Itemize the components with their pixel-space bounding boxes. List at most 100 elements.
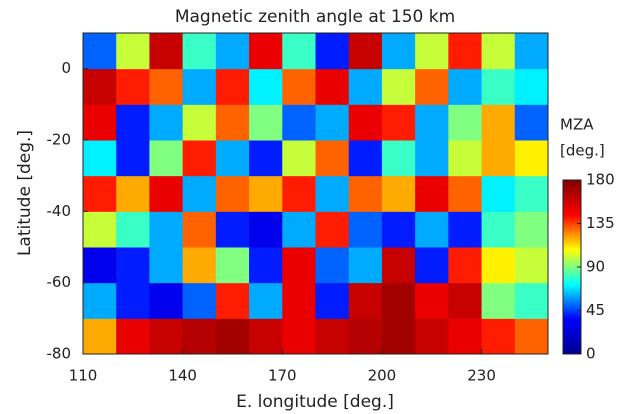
heatmap-cell xyxy=(514,175,549,212)
heatmap-cell xyxy=(315,175,350,212)
heatmap-cell xyxy=(315,282,350,319)
heatmap-cell xyxy=(481,247,516,284)
x-tick-label: 200 xyxy=(368,367,397,385)
heatmap-cell xyxy=(415,282,449,319)
heatmap-cell xyxy=(315,104,350,141)
heatmap-cell xyxy=(448,282,483,319)
heatmap-cell xyxy=(215,140,250,177)
heatmap-cell xyxy=(83,140,117,177)
heatmap-cell xyxy=(182,282,217,319)
colorbar-tick-label: 180 xyxy=(586,171,615,189)
heatmap-cell xyxy=(149,104,184,141)
heatmap-cell xyxy=(249,318,283,355)
heatmap-cell xyxy=(116,175,150,212)
heatmap-cell xyxy=(381,140,416,177)
heatmap-cell xyxy=(415,175,449,212)
heatmap-cell xyxy=(116,33,150,70)
heatmap-cell xyxy=(381,33,416,70)
colorbar-tick-label: 90 xyxy=(586,258,605,276)
heatmap-cell xyxy=(282,175,316,212)
heatmap-cell xyxy=(282,247,316,284)
heatmap-cell xyxy=(249,175,283,212)
heatmap-cell xyxy=(182,247,217,284)
heatmap-cell xyxy=(215,104,250,141)
heatmap-cell xyxy=(481,175,516,212)
heatmap-cell xyxy=(381,211,416,248)
y-tick-label: -40 xyxy=(47,202,72,220)
heatmap-cell xyxy=(182,33,217,70)
colorbar-label: MZA xyxy=(560,116,594,134)
heatmap-cell xyxy=(448,140,483,177)
heatmap-cell xyxy=(83,247,117,284)
heatmap-cell xyxy=(514,140,549,177)
heatmap-cell xyxy=(381,318,416,355)
heatmap-cell xyxy=(348,175,383,212)
heatmap-cell xyxy=(381,104,416,141)
heatmap-cell xyxy=(481,140,516,177)
heatmap-cell xyxy=(381,68,416,105)
heatmap-cell xyxy=(149,282,184,319)
heatmap-cell xyxy=(481,318,516,355)
heatmap-cell xyxy=(249,211,283,248)
heatmap-cell xyxy=(215,247,250,284)
heatmap-cell xyxy=(249,104,283,141)
heatmap-cell xyxy=(448,211,483,248)
heatmap-cell xyxy=(149,33,184,70)
heatmap-cell xyxy=(249,33,283,70)
heatmap-cell xyxy=(481,33,516,70)
heatmap-cell xyxy=(315,318,350,355)
heatmap-cell xyxy=(481,104,516,141)
heatmap-cell xyxy=(116,247,150,284)
heatmap-cell xyxy=(149,175,184,212)
heatmap-cell xyxy=(448,33,483,70)
chart-title: Magnetic zenith angle at 150 km xyxy=(175,7,455,27)
heatmap-cell xyxy=(514,282,549,319)
y-axis-label: Latitude [deg.] xyxy=(15,130,35,256)
heatmap-cell xyxy=(215,211,250,248)
heatmap-cell xyxy=(415,68,449,105)
heatmap-cell xyxy=(282,140,316,177)
heatmap-cell xyxy=(348,68,383,105)
heatmap-cell xyxy=(415,318,449,355)
heatmap-cell xyxy=(182,140,217,177)
x-axis-label: E. longitude [deg.] xyxy=(236,392,394,412)
y-tick-label: 0 xyxy=(61,59,71,77)
heatmap-cell xyxy=(514,33,549,70)
heatmap-cell xyxy=(282,33,316,70)
heatmap-cell xyxy=(481,282,516,319)
x-tick-label: 170 xyxy=(268,367,297,385)
heatmap-cell xyxy=(514,68,549,105)
heatmap-cell xyxy=(215,175,250,212)
heatmap-cell xyxy=(415,104,449,141)
heatmap-cell xyxy=(348,247,383,284)
heatmap-cell xyxy=(182,104,217,141)
heatmap-cell xyxy=(116,68,150,105)
heatmap-cell xyxy=(282,104,316,141)
heatmap-cell xyxy=(348,33,383,70)
heatmap-cell xyxy=(315,140,350,177)
heatmap-cell xyxy=(116,211,150,248)
heatmap-cell xyxy=(348,318,383,355)
colorbar-label: [deg.] xyxy=(560,142,605,160)
heatmap-cell xyxy=(315,68,350,105)
heatmap-cell xyxy=(83,104,117,141)
colorbar-tick-label: 45 xyxy=(586,301,605,319)
heatmap-cell xyxy=(514,318,549,355)
heatmap-cell xyxy=(282,68,316,105)
heatmap-cell xyxy=(481,211,516,248)
heatmap-cell xyxy=(415,140,449,177)
heatmap-cell xyxy=(83,318,117,355)
heatmap-cell xyxy=(481,68,516,105)
heatmap-cell xyxy=(116,104,150,141)
heatmap-cell xyxy=(215,68,250,105)
heatmap-cell xyxy=(215,282,250,319)
heatmap-cell xyxy=(282,211,316,248)
heatmap-cell xyxy=(149,68,184,105)
heatmap-cell xyxy=(315,33,350,70)
heatmap-cell xyxy=(249,247,283,284)
heatmap-cell xyxy=(149,140,184,177)
heatmap xyxy=(83,33,549,355)
heatmap-cell xyxy=(348,282,383,319)
heatmap-cell xyxy=(83,68,117,105)
